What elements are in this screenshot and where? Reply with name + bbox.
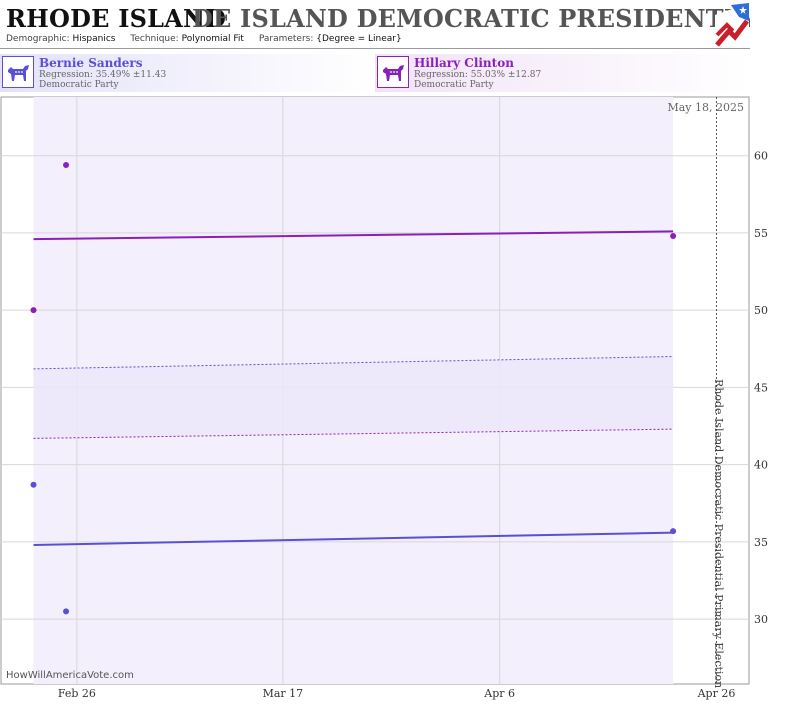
title-bar: RHODE ISLAND DE ISLAND DEMOCRATIC PRESID… (0, 0, 750, 49)
y-tick-label: 35 (754, 536, 768, 549)
candidate-name: Hillary Clinton (414, 56, 514, 70)
y-tick-label: 30 (754, 613, 768, 626)
candidate-card-clinton: Hillary Clinton Regression: 55.03% ±12.8… (375, 54, 750, 92)
confidence-region (33, 356, 674, 439)
lower-bound-line (33, 428, 674, 439)
poll-point (63, 608, 70, 615)
y-tick-label: 55 (754, 227, 768, 240)
upper-bound-line (33, 356, 674, 370)
technique-key: Technique: (130, 34, 179, 44)
poll-point (670, 233, 677, 240)
y-tick-label: 40 (754, 459, 768, 472)
parameters-value: {Degree = Linear} (316, 34, 402, 44)
y-tick-label: 50 (754, 304, 768, 317)
x-tick-label: Apr 26 (697, 687, 736, 700)
demographic-key: Demographic: (6, 34, 70, 44)
poll-point (30, 481, 37, 488)
donkey-icon (2, 56, 34, 88)
candidate-name: Bernie Sanders (39, 56, 143, 70)
poll-point (30, 307, 37, 314)
date-label: May 18, 2025 (667, 101, 744, 114)
page-title-scroll: DE ISLAND DEMOCRATIC PRESIDENTIAL PRIMA (192, 4, 750, 33)
y-tick-label: 60 (754, 150, 768, 163)
election-label: Rhode Island Democratic Presidential Pri… (712, 379, 725, 688)
candidate-regression: Regression: 55.03% ±12.87 (414, 70, 542, 80)
poll-point (670, 528, 677, 535)
parameters-key: Parameters: (258, 34, 314, 44)
page-title: RHODE ISLAND (6, 4, 227, 33)
technique-value: Polynomial Fit (181, 34, 244, 44)
poll-chart: 30 35 40 45 50 55 60 Feb 26 Mar 17 Apr 6 Apr 26 Ma… (0, 96, 768, 700)
candidate-party: Democratic Party (414, 80, 494, 90)
site-logo-icon (715, 3, 749, 47)
demographic-value: Hispanics (72, 34, 116, 44)
candidate-card-sanders: Bernie Sanders Regression: 35.49% ±11.43… (0, 54, 375, 92)
donkey-icon (377, 56, 409, 88)
candidate-party: Democratic Party (39, 80, 119, 90)
chart-parameters: Demographic: Hispanics Technique: Polyno… (6, 34, 414, 44)
trend-line (33, 531, 674, 546)
watermark: HowWillAmericaVote.com (6, 670, 134, 681)
x-tick-label: Apr 6 (483, 687, 515, 700)
trend-line (33, 230, 674, 241)
poll-point (63, 161, 70, 168)
y-tick-label: 45 (754, 381, 768, 394)
x-tick-label: Mar 17 (263, 687, 304, 700)
x-tick-label: Feb 26 (58, 687, 96, 700)
candidate-regression: Regression: 35.49% ±11.43 (39, 70, 167, 80)
